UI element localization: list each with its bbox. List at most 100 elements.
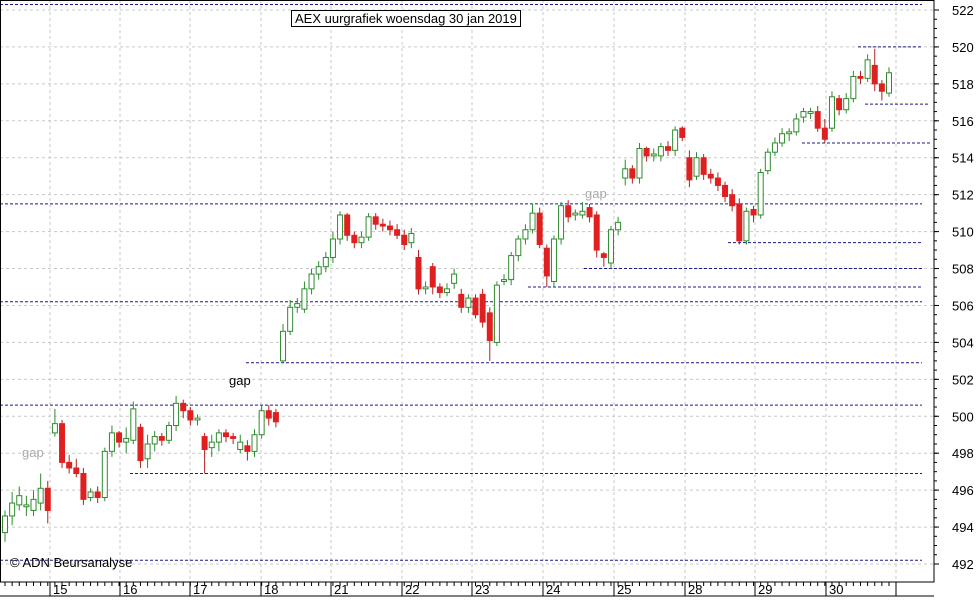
candle: [2, 510, 8, 542]
candle-body: [650, 153, 657, 157]
candle: [30, 490, 37, 516]
candle-body: [493, 284, 500, 343]
candle-body: [679, 127, 686, 138]
candle-body: [714, 177, 721, 186]
candle: [87, 488, 94, 502]
y-tick-label: 516: [952, 114, 974, 129]
x-tick-label: 24: [546, 582, 560, 597]
candle-body: [265, 410, 272, 419]
candle-body: [814, 111, 821, 129]
x-tick-label: 16: [123, 582, 137, 597]
x-tick-label: 30: [829, 582, 843, 597]
candle-body: [793, 118, 800, 133]
candle-body: [251, 434, 258, 452]
candle: [158, 432, 165, 446]
candle-body: [201, 436, 208, 451]
candle: [386, 220, 393, 236]
candle-body: [165, 425, 172, 441]
candle: [51, 408, 58, 437]
candle-body: [9, 502, 16, 517]
candle: [137, 423, 144, 468]
candle-body: [686, 157, 693, 181]
y-tick-label: 506: [952, 298, 974, 313]
candle-body: [351, 234, 358, 244]
candle: [586, 203, 593, 223]
y-tick-label: 508: [952, 262, 974, 277]
candle: [187, 407, 194, 426]
candle: [144, 434, 151, 468]
candle: [194, 414, 201, 426]
candle-body: [215, 432, 222, 443]
y-tick-label: 494: [952, 520, 974, 535]
candle-body: [16, 495, 23, 506]
candle: [515, 235, 522, 262]
candle: [23, 495, 30, 516]
candle-body: [379, 223, 386, 227]
y-tick-label: 496: [952, 483, 974, 498]
candle-body: [101, 450, 108, 499]
candle: [394, 224, 401, 239]
y-tick-label: 522: [952, 3, 974, 18]
candle: [529, 203, 536, 234]
candle: [657, 142, 664, 162]
candle: [600, 251, 607, 267]
candle-body: [429, 266, 436, 288]
candle: [322, 251, 329, 273]
candle: [272, 408, 279, 428]
candle-body: [358, 236, 365, 244]
candle-body: [472, 297, 479, 316]
candle-body: [508, 255, 515, 281]
candle-body: [37, 487, 44, 504]
candle-body: [173, 402, 180, 426]
candle-body: [458, 293, 465, 308]
candle-body: [394, 229, 401, 236]
candle-body: [764, 151, 771, 172]
candle-body: [94, 491, 101, 499]
candle-body: [607, 229, 614, 264]
candle: [864, 54, 871, 83]
candle-body: [771, 142, 778, 153]
candle: [750, 205, 757, 223]
axes: 492 494 496 498 500 502 504 506 508 510 512 514 516 5…: [0, 0, 974, 597]
candle-body: [337, 214, 344, 240]
candle: [807, 107, 814, 119]
candle-body: [158, 436, 165, 441]
candle: [615, 216, 622, 236]
y-tick-label: 498: [952, 446, 974, 461]
candle: [429, 262, 436, 295]
candle: [757, 168, 764, 219]
candle-body: [565, 205, 572, 218]
candle-body: [408, 232, 415, 244]
candle-body: [237, 441, 244, 451]
candle-body: [550, 238, 557, 282]
candle: [843, 93, 850, 114]
candle: [123, 427, 130, 454]
candle-body: [2, 515, 8, 534]
candle: [308, 268, 315, 295]
candle-body: [800, 111, 807, 118]
source-credit: © ADN Beursanalyse: [10, 555, 133, 570]
candle-body: [130, 408, 137, 441]
candle: [572, 209, 579, 221]
candle: [629, 165, 636, 184]
candle: [265, 405, 272, 426]
candle: [251, 429, 258, 457]
candle: [800, 107, 807, 123]
candle-body: [643, 148, 650, 157]
candle: [465, 294, 472, 313]
candle: [436, 283, 443, 299]
candle: [886, 67, 892, 97]
candle-body: [244, 445, 251, 452]
candle: [372, 213, 379, 230]
candle-body: [743, 210, 750, 242]
candle: [315, 261, 322, 280]
candle: [486, 307, 493, 361]
candle-body: [422, 286, 429, 290]
candle: [558, 202, 565, 245]
candle: [329, 231, 336, 263]
candle: [550, 235, 557, 287]
candle: [73, 458, 80, 478]
candle: [80, 467, 87, 505]
candle-body: [479, 293, 486, 323]
candle: [230, 432, 237, 444]
